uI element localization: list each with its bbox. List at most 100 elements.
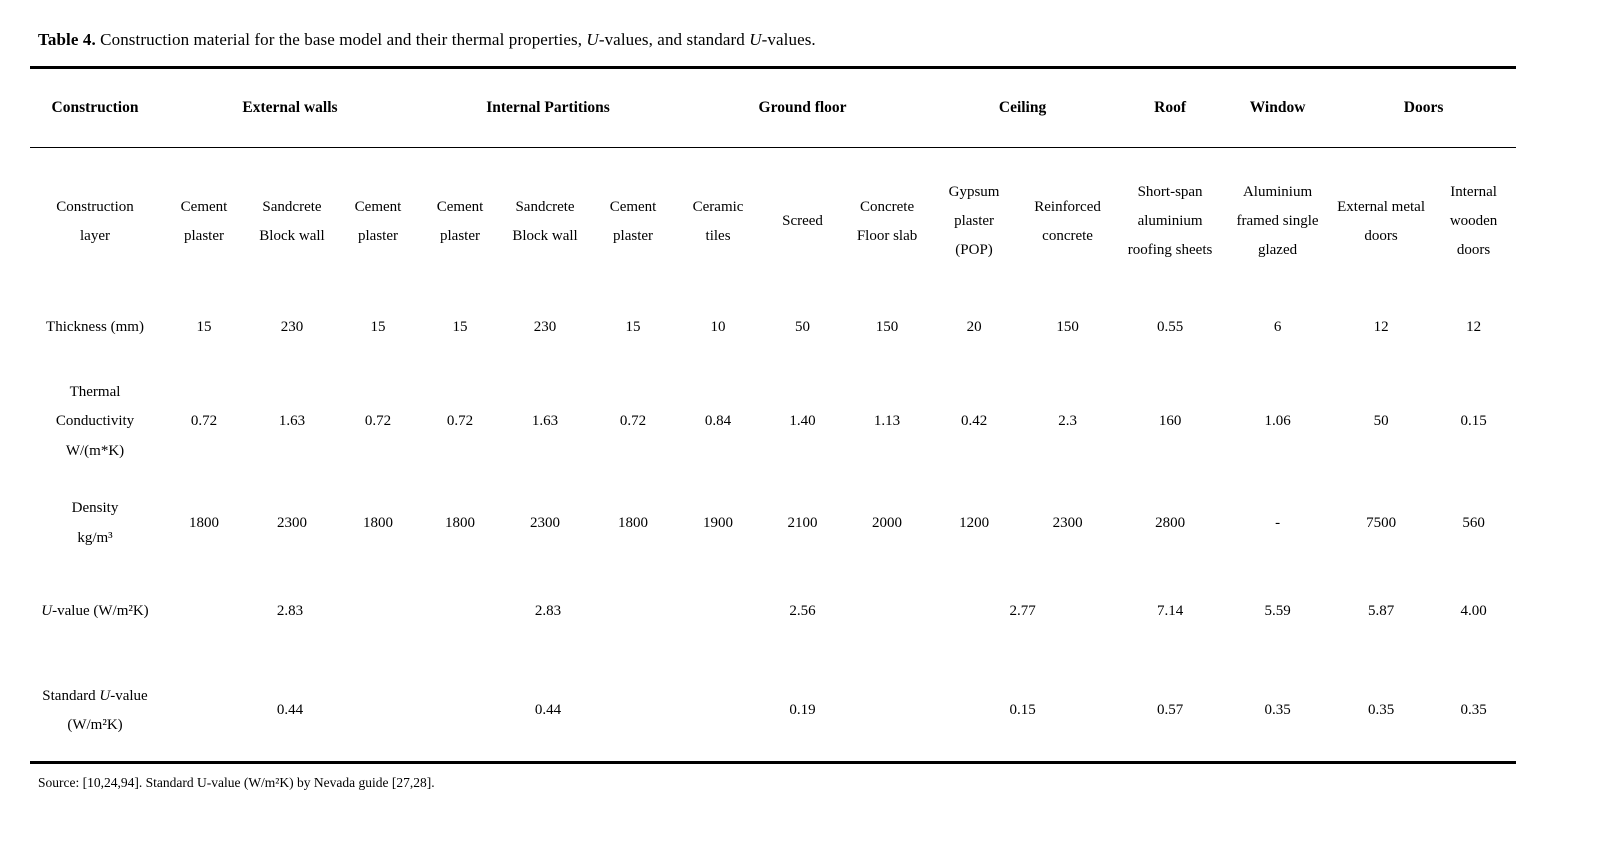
text-segment: Conductivity — [55, 413, 135, 430]
table-cell: 1200 — [959, 514, 990, 531]
table-cell: 0.57 — [1156, 702, 1184, 719]
row-label: Density kg/m³ — [30, 485, 160, 563]
text-segment: -value (W/m²K) — [52, 602, 149, 619]
table-cell: 150 — [1056, 318, 1079, 335]
table-cell: 1.13 — [873, 413, 901, 430]
table-cell: 2.56 — [789, 602, 816, 619]
text-segment: U — [41, 602, 53, 619]
table-cell: 2000 — [872, 514, 903, 531]
column-header: Sandcrete Block wall — [512, 198, 578, 244]
row-label: Standard U-value (W/m²K) — [30, 661, 160, 763]
text-segment: U — [99, 687, 111, 704]
table-cell: 4.00 — [1460, 602, 1487, 619]
table-cell: 2.77 — [1009, 602, 1036, 619]
table-cell: 1.40 — [789, 413, 816, 430]
table-cell: 230 — [280, 318, 304, 335]
column-group-header: Doors — [1403, 98, 1444, 116]
table-body: Construction layer Cement plaster Sandcrete… — [30, 148, 1516, 763]
text-segment: layer — [80, 227, 110, 244]
column-header: Gypsum plaster (POP) — [948, 183, 1000, 259]
text-segment: Thickness (mm) — [46, 318, 144, 335]
column-header: Internal wooden doors — [1449, 183, 1498, 259]
text-segment: -value — [110, 687, 148, 704]
column-header: Short-span aluminium roofing sheets — [1127, 183, 1213, 259]
text-segment: -values. — [761, 30, 816, 49]
text-segment: Density — [71, 500, 119, 517]
table-cell: 15 — [370, 318, 386, 335]
table-cell: 0.44 — [276, 702, 304, 719]
table-cell: 2.83 — [534, 602, 562, 619]
table-cell: 0.19 — [789, 702, 816, 719]
table-cell: 0.42 — [960, 413, 988, 430]
table-cell: 1.63 — [278, 413, 306, 430]
table-cell: 560 — [1462, 514, 1485, 531]
table-cell: 20 — [966, 318, 982, 335]
table-cell: 2300 — [1052, 514, 1083, 531]
column-group-header: Roof — [1154, 98, 1186, 116]
table-cell: 0.55 — [1156, 318, 1184, 335]
text-segment: Thermal — [69, 384, 121, 401]
table-cell: 1.06 — [1264, 413, 1291, 430]
column-header: External metal doors — [1337, 198, 1425, 244]
table-cell: 2100 — [787, 514, 818, 531]
text-segment: U — [749, 30, 762, 49]
text-segment: kg/m³ — [77, 529, 113, 546]
table-caption: Table 4. Construction material for the b… — [38, 28, 1516, 52]
table-cell: 1800 — [363, 514, 393, 531]
row-label: Thermal Conductivity W/(m*K) — [30, 360, 160, 485]
column-header: Cement plaster — [436, 198, 484, 244]
text-segment: W/(m*K) — [65, 442, 125, 459]
table-cell: 0.72 — [190, 413, 218, 430]
table-row-standard-u-value: Standard U-value (W/m²K) 0.44 0.44 0.19 0.15 0… — [30, 661, 1516, 763]
table-cell: 15 — [196, 318, 212, 335]
column-group-header: Window — [1249, 98, 1306, 116]
table-cell: 50 — [1373, 413, 1389, 430]
table-cell: 0.35 — [1264, 702, 1291, 719]
table-row-thermal-conductivity: Thermal Conductivity W/(m*K) 0.72 1.63 0.72 0.… — [30, 360, 1516, 485]
table-cell: 2800 — [1155, 514, 1186, 531]
table-cell: 0.35 — [1367, 702, 1395, 719]
table-cell: 0.35 — [1460, 702, 1487, 719]
table-cell: 1800 — [189, 514, 219, 531]
text-segment: Construction — [56, 198, 134, 215]
table-cell: 2300 — [277, 514, 307, 531]
table-cell: 2.83 — [276, 602, 304, 619]
table-cell: - — [1275, 514, 1281, 531]
text-segment: (W/m²K) — [67, 716, 123, 733]
table-cell: 1800 — [445, 514, 476, 531]
group-header-row: Construction External walls Internal Parti… — [30, 68, 1517, 148]
table-cell: 230 — [533, 318, 557, 335]
table-head: Construction External walls Internal Parti… — [30, 68, 1517, 148]
table-cell: 0.15 — [1009, 702, 1036, 719]
table-cell: 10 — [710, 318, 726, 335]
table-cell: 1800 — [618, 514, 649, 531]
table-cell: 0.15 — [1460, 413, 1487, 430]
table-cell: 15 — [452, 318, 468, 335]
text-segment: -values, and standard — [598, 30, 750, 49]
table-cell: 15 — [625, 318, 641, 335]
table-cell: 7.14 — [1156, 602, 1184, 619]
table-cell: 12 — [1373, 318, 1389, 335]
column-header: Cement plaster — [180, 198, 228, 244]
thermal-properties-table: Construction External walls Internal Parti… — [30, 66, 1517, 764]
table-cell: 2.3 — [1058, 413, 1077, 430]
layer-header-row: Construction layer Cement plaster Sandcrete… — [30, 148, 1516, 296]
table-cell: 1900 — [703, 514, 734, 531]
table-cell: 160 — [1158, 413, 1182, 430]
column-header: Cement plaster — [609, 198, 657, 244]
text-segment: Construction material for the base model… — [95, 30, 587, 49]
table-row-u-value: U-value (W/m²K) 2.83 2.83 2.56 2.77 7.14 5.59 5… — [30, 563, 1516, 661]
column-group-header: Construction — [51, 98, 139, 116]
table-row-thickness: Thickness (mm) 15 230 15 15 230 15 10 50 150 20 150… — [30, 296, 1516, 360]
table-page: Table 4. Construction material for the b… — [30, 0, 1517, 791]
column-header: Reinforced concrete — [1034, 198, 1101, 244]
column-header: Concrete Floor slab — [856, 198, 918, 244]
table-cell: 0.44 — [534, 702, 562, 719]
text-segment: U — [586, 30, 599, 49]
table-cell: 5.87 — [1367, 602, 1395, 619]
row-label: U-value (W/m²K) — [30, 563, 160, 661]
column-group-header: External walls — [242, 98, 338, 116]
table-cell: 7500 — [1366, 514, 1397, 531]
table-cell: 0.72 — [619, 413, 647, 430]
row-label: Thickness (mm) — [30, 296, 160, 360]
